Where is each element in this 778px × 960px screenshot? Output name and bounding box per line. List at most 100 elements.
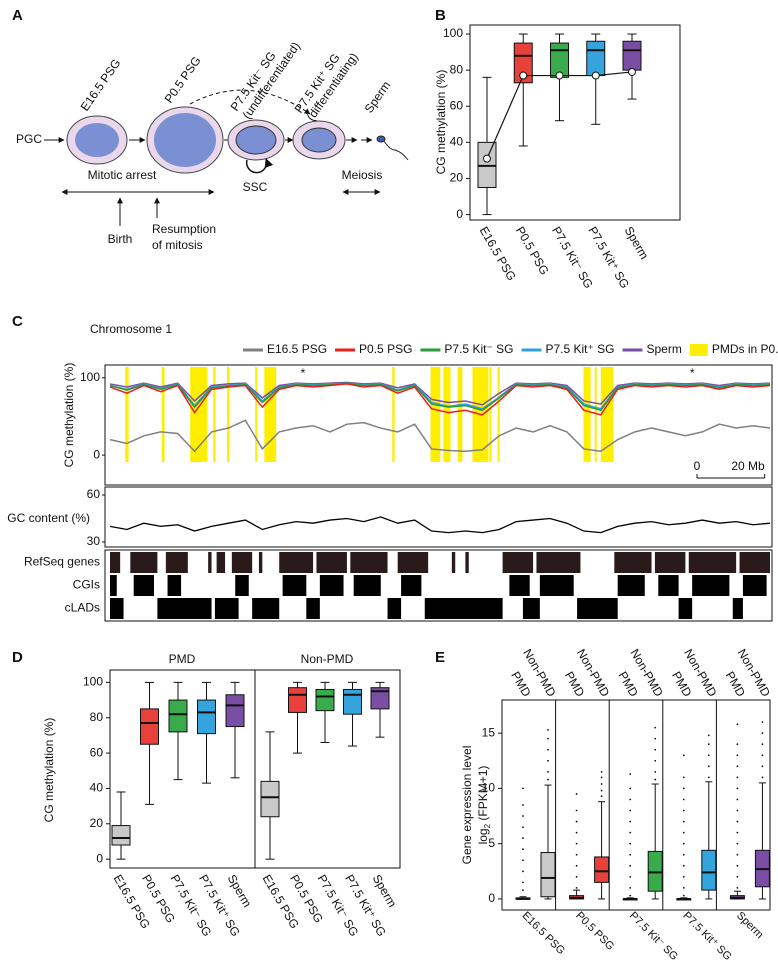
track-interval xyxy=(319,575,344,596)
pmd-region xyxy=(227,367,230,462)
outlier xyxy=(522,826,524,829)
track-interval xyxy=(252,598,280,619)
outlier xyxy=(736,787,739,790)
track-interval xyxy=(509,575,530,596)
outlier xyxy=(736,853,739,856)
x-tick-label: P7.5 Kit⁻ SG xyxy=(627,910,680,960)
outlier xyxy=(522,870,524,873)
outlier xyxy=(682,809,685,812)
outlier xyxy=(629,820,632,823)
track-interval xyxy=(316,552,347,573)
y-tick-label: 100 xyxy=(80,370,100,384)
outlier xyxy=(761,721,764,724)
x-tick-label: E16.5 PSG xyxy=(520,910,567,957)
track-interval xyxy=(654,552,686,573)
x-tick-label: Sperm xyxy=(370,872,400,910)
note: of mitosis xyxy=(152,238,203,252)
mean-point xyxy=(591,71,600,80)
scale-bar-label: 20 Mb xyxy=(731,459,765,473)
box xyxy=(540,852,556,898)
nucleus xyxy=(301,127,337,153)
track-interval xyxy=(110,552,121,573)
y-tick-label: 20 xyxy=(90,816,104,830)
box xyxy=(225,694,245,728)
legend-label: PMDs in P0.5 PSG xyxy=(712,342,778,356)
y-tick-label: 40 xyxy=(90,781,104,795)
track-interval xyxy=(614,552,652,573)
outlier xyxy=(575,853,578,856)
outlier xyxy=(761,754,764,757)
y-tick-label: 0 xyxy=(488,891,495,905)
group-label: PMD xyxy=(669,669,695,699)
outlier xyxy=(736,776,739,779)
sperm-tail xyxy=(383,140,409,161)
track-interval xyxy=(208,552,212,573)
outlier xyxy=(522,881,524,884)
outlier xyxy=(629,798,632,801)
track-interval xyxy=(258,552,263,573)
y-axis-label: Gene expression level xyxy=(460,746,474,865)
outlier xyxy=(600,783,603,785)
outlier xyxy=(682,831,685,834)
track-interval xyxy=(387,598,402,619)
series-line xyxy=(109,382,771,410)
outlier xyxy=(736,831,739,834)
track-interval xyxy=(130,552,158,573)
note: Meiosis xyxy=(342,168,383,182)
outlier xyxy=(575,820,578,823)
legend-label: P7.5 Kit⁺ SG xyxy=(545,342,614,356)
y-axis-label-part: 2 xyxy=(483,823,492,828)
outlier xyxy=(682,787,685,790)
track-interval xyxy=(502,552,534,573)
start-label: PGC xyxy=(16,132,42,146)
outlier xyxy=(736,809,739,812)
outlier xyxy=(654,726,657,729)
series-line xyxy=(109,381,771,406)
y-axis-label: CG methylation (%) xyxy=(62,363,76,468)
outlier xyxy=(522,889,524,892)
y-tick-label: 30 xyxy=(87,534,101,548)
series-line xyxy=(109,383,771,416)
y-tick-label: 0 xyxy=(456,207,463,221)
outlier xyxy=(682,875,685,878)
track-interval xyxy=(231,552,253,573)
outlier xyxy=(707,743,710,746)
annotation: * xyxy=(690,366,695,380)
pmd-region xyxy=(213,367,216,462)
track-interval xyxy=(536,552,581,573)
track-interval xyxy=(577,598,618,619)
track-interval xyxy=(165,552,188,573)
track-interval xyxy=(401,575,422,596)
box xyxy=(594,856,610,883)
x-tick-label: Sperm xyxy=(734,910,765,941)
outlier xyxy=(682,842,685,845)
outlier xyxy=(761,765,764,768)
chart-title: Chromosome 1 xyxy=(90,322,172,336)
outlier xyxy=(600,770,603,773)
y-axis-label-part: (FPKM+1) xyxy=(476,766,490,824)
track-label: cLADs xyxy=(65,601,100,615)
scale-bar-label: 0 xyxy=(694,459,701,473)
x-tick-label: P0.5 PSG xyxy=(573,910,616,953)
track-interval xyxy=(658,575,679,596)
nucleus xyxy=(75,123,119,157)
outlier xyxy=(547,770,549,773)
track-label: CGIs xyxy=(73,578,100,592)
outlier xyxy=(575,864,578,867)
outlier xyxy=(736,723,739,726)
group-label: PMD xyxy=(616,669,642,699)
outlier xyxy=(682,776,685,779)
pmd-region xyxy=(161,367,165,462)
plot-frame xyxy=(254,669,401,869)
outlier xyxy=(575,793,578,795)
outlier xyxy=(682,886,685,889)
self-renewal-arrow xyxy=(245,158,274,174)
box xyxy=(197,699,216,735)
track-interval xyxy=(617,575,645,596)
track-interval xyxy=(451,552,456,573)
outlier xyxy=(547,748,549,751)
outlier xyxy=(629,864,632,867)
plot-frame xyxy=(469,24,681,221)
track-interval xyxy=(306,598,320,619)
